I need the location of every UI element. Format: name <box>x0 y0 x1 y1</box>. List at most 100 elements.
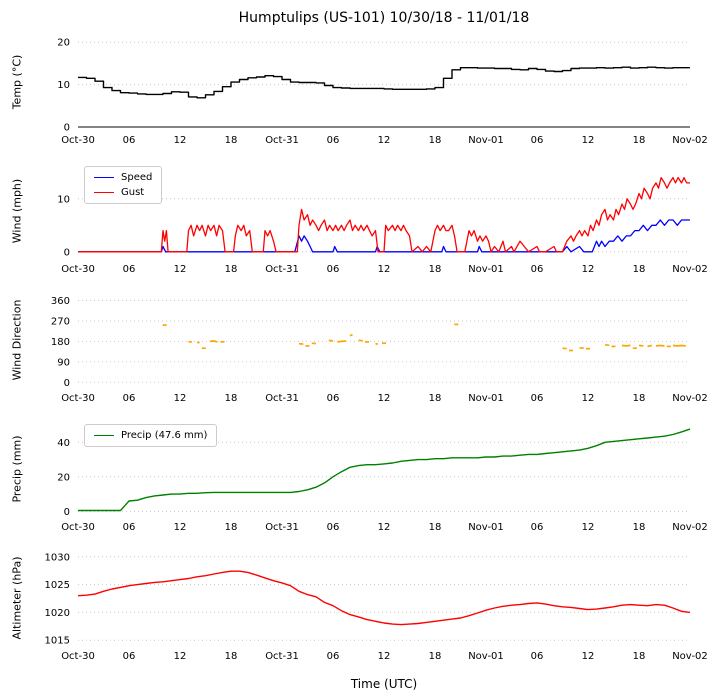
svg-text:Oct-31: Oct-31 <box>265 522 299 533</box>
svg-text:18: 18 <box>429 522 442 533</box>
svg-text:Nov-01: Nov-01 <box>468 522 504 533</box>
temp-subplot: 0 10 20 Oct-30 06 12 18 Oct-31 06 12 18 Nov-01 06 12 1… <box>0 32 723 161</box>
svg-text:18: 18 <box>633 522 646 533</box>
svg-text:Nov-01: Nov-01 <box>468 393 504 404</box>
svg-text:Nov-02: Nov-02 <box>672 393 708 404</box>
svg-text:270: 270 <box>51 317 70 328</box>
svg-text:12: 12 <box>378 522 391 533</box>
svg-text:18: 18 <box>225 393 238 404</box>
svg-text:06: 06 <box>531 135 544 146</box>
svg-text:06: 06 <box>327 393 340 404</box>
svg-text:Oct-31: Oct-31 <box>265 651 299 662</box>
legend-entry-speed: Speed <box>94 170 152 185</box>
svg-text:Oct-30: Oct-30 <box>61 264 95 275</box>
altimeter-plot: 1015 1020 1025 1030 Oct-30 06 12 18 Oct-31 06 12 18… <box>45 552 708 662</box>
svg-text:12: 12 <box>378 651 391 662</box>
svg-text:12: 12 <box>378 135 391 146</box>
svg-text:10: 10 <box>57 194 70 205</box>
svg-text:180: 180 <box>51 337 70 348</box>
svg-text:18: 18 <box>633 393 646 404</box>
svg-text:Oct-30: Oct-30 <box>61 135 95 146</box>
svg-text:18: 18 <box>225 651 238 662</box>
svg-text:06: 06 <box>327 522 340 533</box>
svg-text:Oct-30: Oct-30 <box>61 522 95 533</box>
svg-text:18: 18 <box>429 264 442 275</box>
svg-text:Nov-02: Nov-02 <box>672 264 708 275</box>
svg-text:18: 18 <box>429 393 442 404</box>
svg-text:1025: 1025 <box>45 580 70 591</box>
svg-text:1030: 1030 <box>45 552 70 563</box>
legend-entry-precip: Precip (47.6 mm) <box>94 428 207 443</box>
precip-y-axis-label: Precip (mm) <box>10 435 24 503</box>
svg-text:06: 06 <box>531 264 544 275</box>
altimeter-y-axis-label: Altimeter (hPa) <box>10 556 24 640</box>
svg-text:Nov-02: Nov-02 <box>672 522 708 533</box>
svg-text:18: 18 <box>429 135 442 146</box>
svg-text:06: 06 <box>327 264 340 275</box>
svg-text:1020: 1020 <box>45 608 70 619</box>
svg-text:12: 12 <box>582 135 595 146</box>
svg-text:18: 18 <box>225 264 238 275</box>
wind-direction-plot: 0 90 180 270 360 Oct-30 06 12 18 Oct-31 06 12 18 Nov-… <box>51 296 708 404</box>
svg-text:0: 0 <box>64 123 70 134</box>
svg-text:06: 06 <box>123 651 136 662</box>
svg-text:18: 18 <box>633 264 646 275</box>
svg-text:0: 0 <box>64 507 70 518</box>
svg-text:12: 12 <box>378 393 391 404</box>
svg-text:12: 12 <box>174 651 187 662</box>
svg-text:12: 12 <box>582 651 595 662</box>
svg-text:12: 12 <box>174 522 187 533</box>
svg-text:06: 06 <box>123 393 136 404</box>
svg-text:10: 10 <box>57 80 70 91</box>
precip-legend: Precip (47.6 mm) <box>84 424 218 447</box>
altimeter-subplot: 1015 1020 1025 1030 Oct-30 06 12 18 Oct-31 06 12 18… <box>0 548 723 677</box>
precip-subplot: 0 20 40 Oct-30 06 12 18 Oct-31 06 12 18 Nov-01 06 12 1… <box>0 419 723 548</box>
svg-text:06: 06 <box>327 651 340 662</box>
svg-text:12: 12 <box>378 264 391 275</box>
svg-text:20: 20 <box>57 472 70 483</box>
svg-text:Oct-30: Oct-30 <box>61 393 95 404</box>
wind-plot: 0 10 Oct-30 06 12 18 Oct-31 06 12 18 Nov-01 06 12 18 N… <box>57 176 708 275</box>
svg-text:18: 18 <box>429 651 442 662</box>
svg-text:Nov-01: Nov-01 <box>468 264 504 275</box>
figure-title: Humptulips (US-101) 10/30/18 - 11/01/18 <box>238 10 530 26</box>
legend-label-precip: Precip (47.6 mm) <box>121 430 208 441</box>
svg-text:Oct-30: Oct-30 <box>61 651 95 662</box>
precip-line-swatch <box>94 435 114 436</box>
svg-text:Oct-31: Oct-31 <box>265 264 299 275</box>
svg-text:18: 18 <box>225 522 238 533</box>
svg-text:12: 12 <box>582 264 595 275</box>
legend-label-gust: Gust <box>121 187 145 198</box>
legend-entry-gust: Gust <box>94 185 152 200</box>
svg-text:18: 18 <box>633 135 646 146</box>
x-axis-label: Time (UTC) <box>350 677 418 691</box>
svg-text:20: 20 <box>57 38 70 49</box>
temp-plot: 0 10 20 Oct-30 06 12 18 Oct-31 06 12 18 Nov-01 06 12 1… <box>57 38 708 146</box>
wind-direction-y-axis-label: Wind Direction <box>10 299 24 381</box>
svg-text:Oct-31: Oct-31 <box>265 393 299 404</box>
svg-text:Nov-01: Nov-01 <box>468 135 504 146</box>
precip-plot: 0 20 40 Oct-30 06 12 18 Oct-31 06 12 18 Nov-01 06 12 1… <box>57 428 708 533</box>
wind-legend: Speed Gust <box>84 166 163 204</box>
svg-text:0: 0 <box>64 247 70 258</box>
svg-text:06: 06 <box>531 651 544 662</box>
svg-text:06: 06 <box>531 522 544 533</box>
temp-y-axis-label: Temp (°C) <box>10 54 24 110</box>
svg-text:Nov-01: Nov-01 <box>468 651 504 662</box>
svg-text:Nov-02: Nov-02 <box>672 135 708 146</box>
svg-text:Nov-02: Nov-02 <box>672 651 708 662</box>
svg-text:Oct-31: Oct-31 <box>265 135 299 146</box>
svg-text:0: 0 <box>64 378 70 389</box>
wind-subplot: 0 10 Oct-30 06 12 18 Oct-31 06 12 18 Nov-01 06 12 18 N… <box>0 161 723 290</box>
legend-label-speed: Speed <box>121 172 153 183</box>
svg-text:18: 18 <box>633 651 646 662</box>
svg-text:18: 18 <box>225 135 238 146</box>
svg-text:12: 12 <box>582 393 595 404</box>
svg-text:360: 360 <box>51 296 70 307</box>
svg-text:90: 90 <box>57 357 70 368</box>
wind-direction-subplot: 0 90 180 270 360 Oct-30 06 12 18 Oct-31 06 12 18 Nov-… <box>0 290 723 419</box>
svg-text:06: 06 <box>327 135 340 146</box>
svg-text:12: 12 <box>174 135 187 146</box>
svg-text:1015: 1015 <box>45 636 70 647</box>
